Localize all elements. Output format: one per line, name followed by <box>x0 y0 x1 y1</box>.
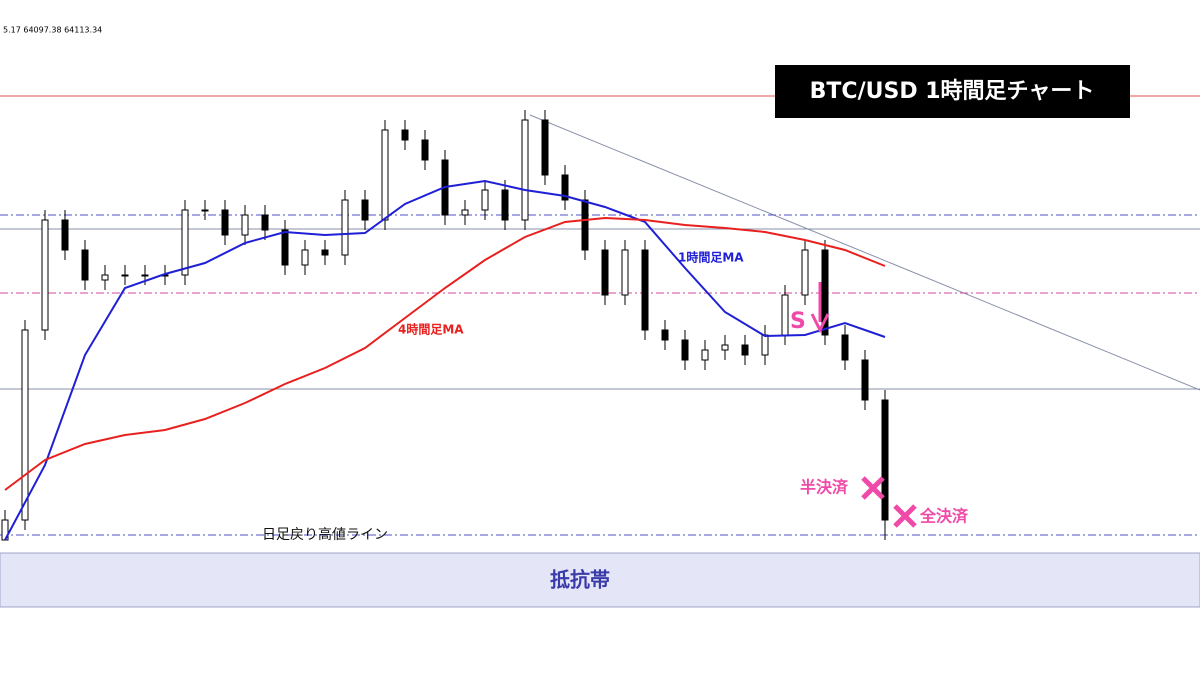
candle-body <box>421 139 429 161</box>
candle-body <box>21 329 29 521</box>
candle-body <box>461 209 469 216</box>
trend-line <box>529 114 1200 391</box>
candle-body <box>541 119 549 176</box>
candle-body <box>881 399 889 521</box>
candle-body <box>281 229 289 266</box>
ohlc-header: 5.17 64097.38 64113.34 <box>3 26 102 35</box>
candle-body <box>381 129 389 221</box>
candle-body <box>821 249 829 336</box>
candle-body <box>701 349 709 361</box>
ma-line <box>4 216 886 491</box>
chart-title: BTC/USD 1時間足チャート <box>810 79 1095 104</box>
candle-body <box>221 209 229 236</box>
candle-body <box>321 249 329 256</box>
candle-body <box>681 339 689 361</box>
ma-line <box>4 179 886 541</box>
full-mark <box>893 504 917 528</box>
candle-body <box>501 189 509 221</box>
candle-body <box>801 249 809 296</box>
candle-body <box>621 249 629 296</box>
candle-body <box>861 359 869 401</box>
daily-label: 日足戻り高値ライン <box>262 526 388 543</box>
candle-body <box>141 274 149 277</box>
candle-body <box>121 274 129 277</box>
candle-body <box>561 174 569 201</box>
candle-body <box>201 209 209 212</box>
ma4-label: 4時間足MA <box>398 322 464 337</box>
candle-body <box>601 249 609 296</box>
candle-body <box>841 334 849 361</box>
zone-label: 抵抗帯 <box>550 568 610 592</box>
half-label: 半決済 <box>800 478 849 497</box>
candle-body <box>41 219 49 331</box>
candle-body <box>781 294 789 336</box>
full-label: 全決済 <box>919 507 969 526</box>
entry-arrow <box>810 282 830 334</box>
candle-body <box>81 249 89 281</box>
candle-body <box>641 249 649 331</box>
resistance-zone <box>0 552 1200 608</box>
candle-body <box>361 199 369 221</box>
candle-body <box>521 119 529 221</box>
candle-body <box>181 209 189 276</box>
candle-body <box>741 344 749 356</box>
entry-label: S <box>790 309 806 334</box>
candle-body <box>761 334 769 356</box>
candle-body <box>401 129 409 141</box>
title-box <box>775 65 1130 118</box>
candle-body <box>661 329 669 341</box>
candle-body <box>301 249 309 266</box>
candle-body <box>341 199 349 256</box>
half-mark <box>861 476 885 500</box>
candle-body <box>261 214 269 231</box>
candle-body <box>581 199 589 251</box>
candle-body <box>481 189 489 211</box>
candle-body <box>61 219 69 251</box>
ma1-label: 1時間足MA <box>678 250 744 265</box>
candle-body <box>241 214 249 236</box>
candle-body <box>721 344 729 351</box>
candle-body <box>101 274 109 281</box>
